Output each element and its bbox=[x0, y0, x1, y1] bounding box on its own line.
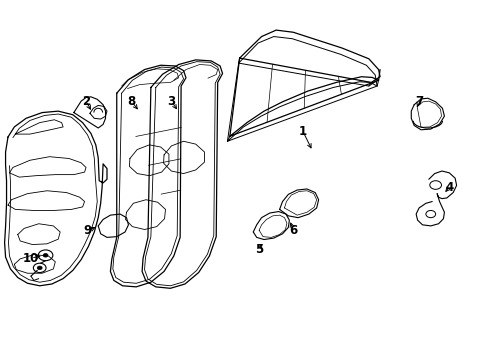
Text: 2: 2 bbox=[82, 95, 90, 108]
Text: 10: 10 bbox=[23, 252, 39, 265]
Circle shape bbox=[43, 253, 48, 257]
Text: 4: 4 bbox=[444, 181, 452, 194]
Text: 7: 7 bbox=[414, 95, 422, 108]
Text: 9: 9 bbox=[83, 224, 91, 238]
Text: 6: 6 bbox=[288, 224, 297, 237]
Circle shape bbox=[37, 266, 42, 270]
Text: 3: 3 bbox=[167, 95, 175, 108]
Text: 5: 5 bbox=[254, 243, 263, 256]
Text: 8: 8 bbox=[127, 95, 135, 108]
Text: 1: 1 bbox=[298, 125, 306, 138]
